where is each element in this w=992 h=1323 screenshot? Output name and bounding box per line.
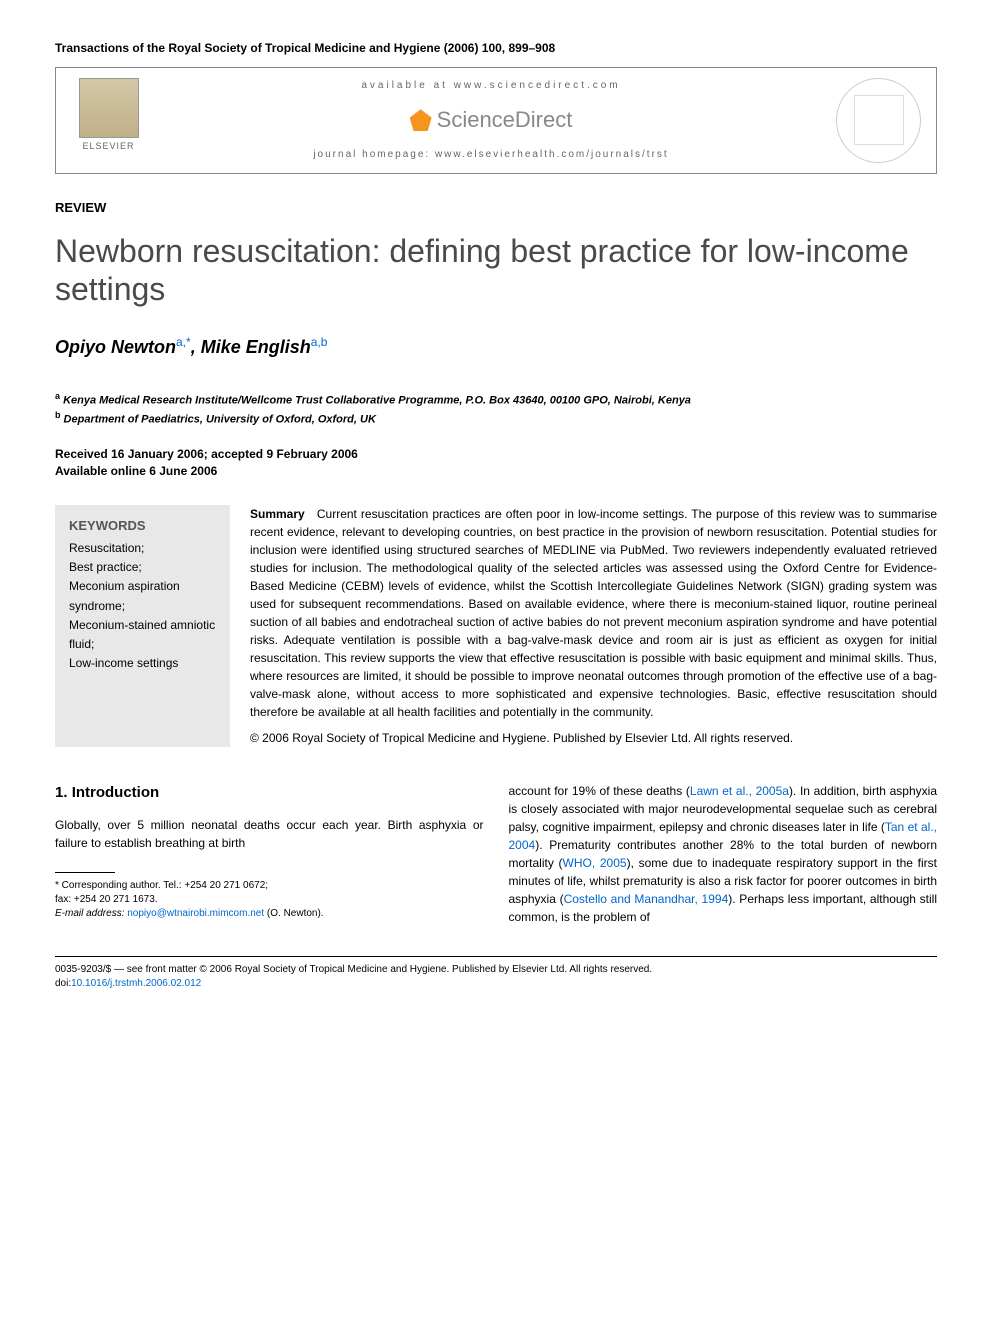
intro-paragraph-left: Globally, over 5 million neonatal deaths… (55, 816, 484, 852)
footnote-fax: fax: +254 20 271 1673. (55, 893, 484, 907)
citation-lawn[interactable]: Lawn et al., 2005a (690, 784, 789, 798)
affil-b-text: Department of Paediatrics, University of… (61, 414, 376, 426)
keywords-list: Resuscitation; Best practice; Meconium a… (69, 539, 216, 673)
homepage-text: journal homepage: www.elsevierhealth.com… (146, 148, 836, 162)
abstract-row: KEYWORDS Resuscitation; Best practice; M… (55, 505, 937, 747)
footnote-email[interactable]: nopiyo@wtnairobi.mimcom.net (127, 908, 264, 919)
affiliation-b: b Department of Paediatrics, University … (55, 409, 937, 428)
keywords-title: KEYWORDS (69, 517, 216, 535)
summary-label: Summary (250, 507, 305, 521)
footnote-email-label: E-mail address: (55, 908, 124, 919)
footnote-corresponding: * Corresponding author. Tel.: +254 20 27… (55, 879, 484, 893)
author-1: Opiyo Newton (55, 337, 176, 357)
sciencedirect-logo: ScienceDirect (146, 105, 836, 136)
available-at-text: available at www.sciencedirect.com (146, 79, 836, 93)
affiliations: a Kenya Medical Research Institute/Wellc… (55, 390, 937, 428)
footnote-block: * Corresponding author. Tel.: +254 20 27… (55, 879, 484, 921)
elsevier-logo: ELSEVIER (71, 78, 146, 163)
footnote-email-line: E-mail address: nopiyo@wtnairobi.mimcom.… (55, 907, 484, 921)
journal-header: Transactions of the Royal Society of Tro… (55, 40, 937, 57)
section-heading: 1. Introduction (55, 782, 484, 805)
author-1-sup: a,* (176, 335, 191, 349)
footnote-divider (55, 872, 115, 873)
article-type: REVIEW (55, 199, 937, 217)
elsevier-tree-icon (79, 78, 139, 138)
section-number: 1. (55, 784, 68, 801)
society-emblem-icon (854, 95, 904, 145)
intro-paragraph-right: account for 19% of these deaths (Lawn et… (509, 782, 938, 926)
society-logo (836, 78, 921, 163)
article-dates: Received 16 January 2006; accepted 9 Feb… (55, 446, 937, 480)
elsevier-label: ELSEVIER (82, 140, 134, 153)
body-col-right: account for 19% of these deaths (Lawn et… (509, 782, 938, 926)
authors: Opiyo Newtona,*, Mike Englisha,b (55, 334, 937, 360)
affiliation-a: a Kenya Medical Research Institute/Wellc… (55, 390, 937, 409)
doi-link[interactable]: 10.1016/j.trstmh.2006.02.012 (71, 978, 201, 989)
summary-text: Current resuscitation practices are ofte… (250, 507, 937, 719)
section-title: Introduction (72, 784, 159, 801)
sciencedirect-text: ScienceDirect (437, 105, 573, 136)
body-col-left: 1. Introduction Globally, over 5 million… (55, 782, 484, 926)
footnote-email-suffix: (O. Newton). (264, 908, 323, 919)
author-2: Mike English (201, 337, 311, 357)
banner-center: available at www.sciencedirect.com Scien… (146, 79, 836, 162)
doi-line: doi:10.1016/j.trstmh.2006.02.012 (55, 977, 937, 991)
sciencedirect-icon (410, 109, 432, 131)
author-2-sup: a,b (311, 335, 328, 349)
citation-who[interactable]: WHO, 2005 (563, 856, 627, 870)
col2-text-1: account for 19% of these deaths ( (509, 784, 690, 798)
top-banner: ELSEVIER available at www.sciencedirect.… (55, 67, 937, 174)
summary-box: Summary Current resuscitation practices … (250, 505, 937, 747)
doi-prefix: doi: (55, 978, 71, 989)
article-title: Newborn resuscitation: defining best pra… (55, 232, 937, 309)
summary-copyright: © 2006 Royal Society of Tropical Medicin… (250, 729, 937, 747)
bottom-matter: 0035-9203/$ — see front matter © 2006 Ro… (55, 956, 937, 991)
keywords-box: KEYWORDS Resuscitation; Best practice; M… (55, 505, 230, 747)
affil-a-text: Kenya Medical Research Institute/Wellcom… (60, 395, 691, 407)
issn-line: 0035-9203/$ — see front matter © 2006 Ro… (55, 963, 937, 977)
author-sep: , (191, 337, 201, 357)
citation-costello[interactable]: Costello and Manandhar, 1994 (564, 892, 729, 906)
body-columns: 1. Introduction Globally, over 5 million… (55, 782, 937, 926)
